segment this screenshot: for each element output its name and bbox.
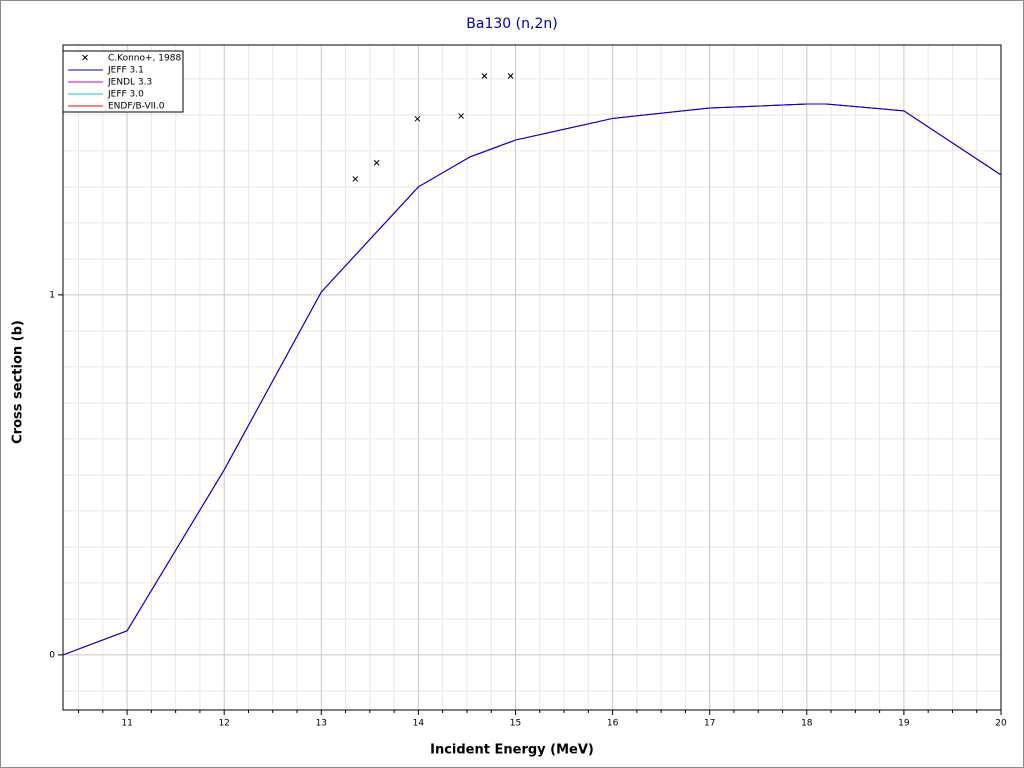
x-tick-label: 15: [510, 719, 521, 729]
legend-label: JENDL 3.3: [107, 78, 152, 88]
x-tick-label: 19: [898, 719, 910, 729]
x-tick-label: 13: [316, 719, 327, 729]
x-tick-label: 18: [801, 719, 813, 729]
y-tick-label: 0: [49, 650, 55, 660]
plot-area: 11 12 13 14 15 16 17 18 19 20 0 1 C.Konno+, 1988 JEFF…: [49, 44, 1007, 729]
x-axis-label: Incident Energy (MeV): [430, 743, 594, 758]
x-tick-label: 14: [413, 719, 425, 729]
data-point: [458, 113, 464, 119]
y-axis-label: Cross section (b): [11, 320, 26, 444]
x-tick-label: 17: [704, 719, 715, 729]
data-point: [507, 73, 514, 79]
data-line: [62, 103, 1002, 656]
legend-label: C.Konno+, 1988: [108, 54, 181, 64]
chart-title: Ba130 (n,2n): [466, 16, 557, 32]
legend-label: ENDF/B-VII.0: [108, 102, 165, 112]
legend: C.Konno+, 1988 JEFF 3.1 JENDL 3.3 JEFF 3.0 E…: [62, 50, 184, 113]
x-tick-label: 16: [607, 719, 619, 729]
data-point: [481, 73, 488, 79]
data-point: [352, 176, 359, 182]
x-tick-label: 11: [121, 719, 132, 729]
data-point: [414, 115, 421, 122]
y-tick-label: 1: [49, 290, 55, 300]
x-tick-label: 20: [995, 719, 1007, 729]
x-tick-label: 12: [218, 719, 229, 729]
legend-label: JEFF 3.1: [107, 66, 144, 76]
legend-marker: [82, 54, 88, 61]
plot-background: [63, 45, 1001, 710]
plot-border: [62, 44, 1002, 711]
legend-label: JEFF 3.0: [107, 90, 144, 100]
data-point: [373, 159, 380, 166]
